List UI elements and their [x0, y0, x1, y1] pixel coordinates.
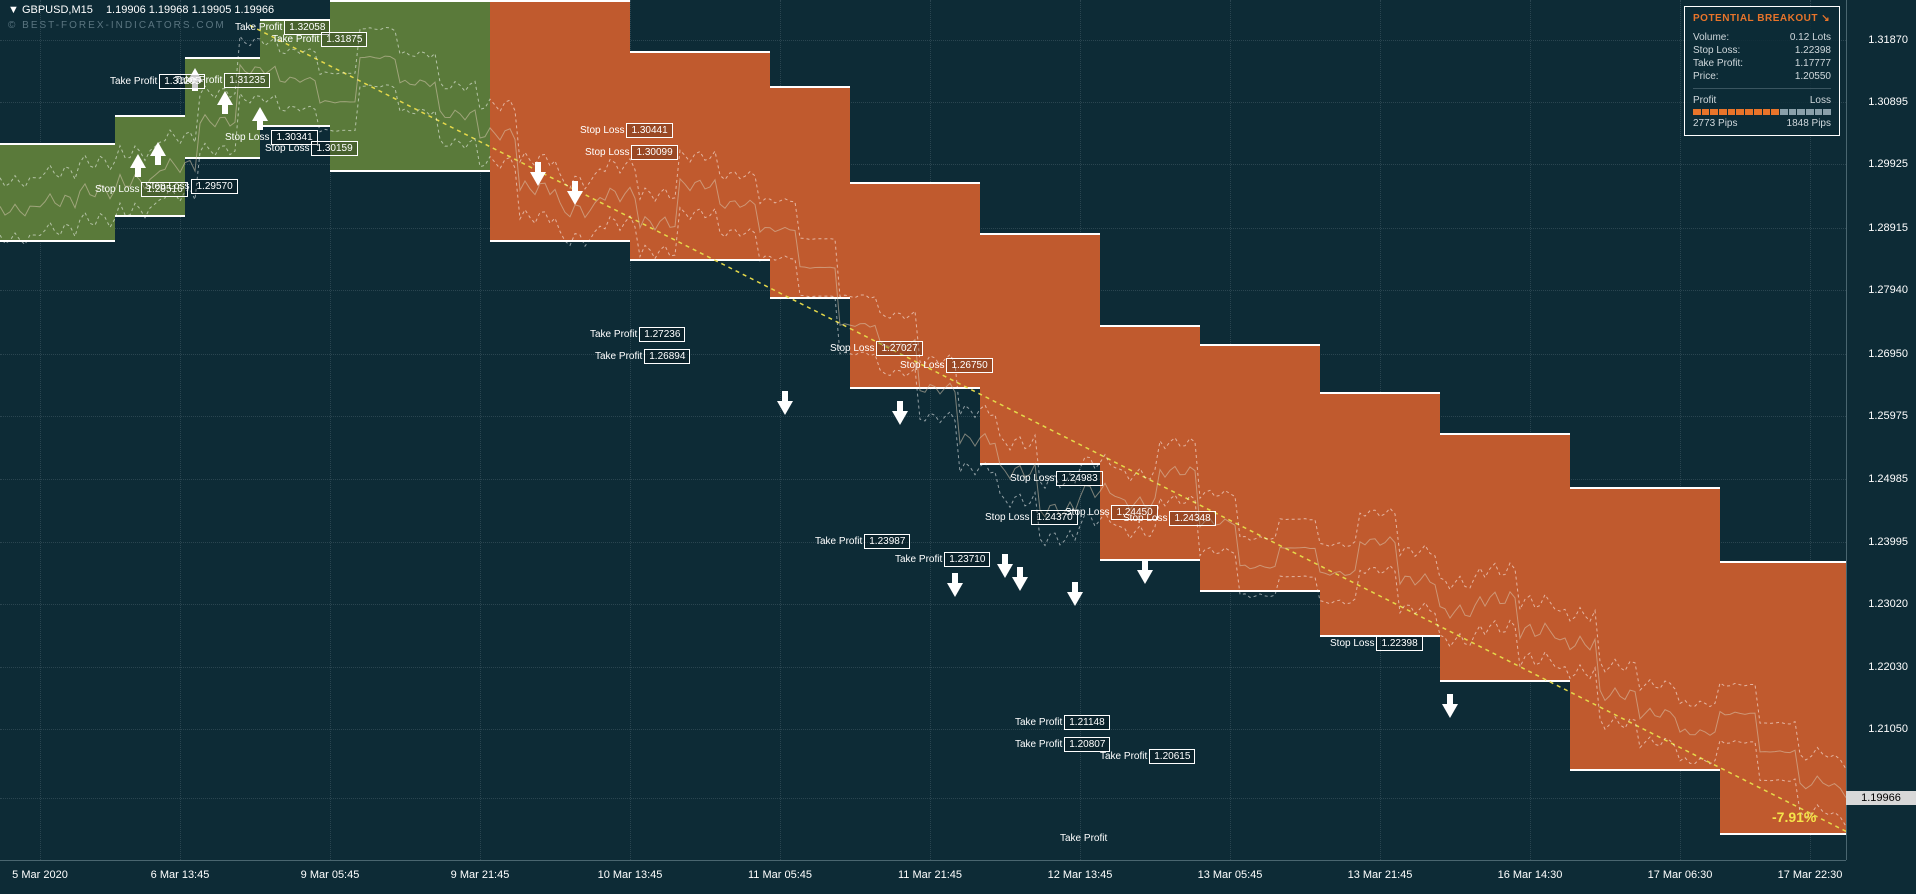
x-tick: 16 Mar 14:30 [1498, 869, 1563, 881]
pl-bar [1693, 109, 1831, 115]
y-tick: 1.23020 [1868, 598, 1908, 610]
x-tick: 5 Mar 2020 [12, 869, 68, 881]
price-label: Take Profit [1060, 833, 1109, 844]
plot-area[interactable]: Stop Loss1.29516Stop Loss1.29570Take Pro… [0, 0, 1846, 860]
price-label: Take Profit1.21148 [1015, 715, 1110, 730]
y-tick: 1.27940 [1868, 284, 1908, 296]
arrow-up-icon [150, 142, 166, 156]
chart-header: ▼ GBPUSD,M15 1.19906 1.19968 1.19905 1.1… [8, 4, 274, 16]
profit-pips: 2773 Pips [1693, 118, 1737, 129]
loss-pips: 1848 Pips [1787, 118, 1831, 129]
arrow-down-icon [1067, 592, 1083, 606]
arrow-up-icon [252, 107, 268, 121]
x-tick: 13 Mar 21:45 [1348, 869, 1413, 881]
price-label: Take Profit1.31235 [175, 73, 270, 88]
y-tick: 1.25975 [1868, 410, 1908, 422]
x-tick: 9 Mar 05:45 [301, 869, 360, 881]
price-label: Stop Loss1.29570 [145, 179, 238, 194]
x-tick: 10 Mar 13:45 [598, 869, 663, 881]
price-label: Stop Loss1.24348 [1123, 511, 1216, 526]
y-tick: 1.22030 [1868, 661, 1908, 673]
arrow-down-icon [997, 564, 1013, 578]
arrow-down-icon [947, 583, 963, 597]
panel-row: Price:1.20550 [1693, 71, 1831, 82]
x-tick: 9 Mar 21:45 [451, 869, 510, 881]
price-label: Stop Loss1.22398 [1330, 636, 1423, 651]
y-tick: 1.29925 [1868, 158, 1908, 170]
y-tick: 1.21050 [1868, 723, 1908, 735]
arrow-down-icon [777, 401, 793, 415]
price-label: Stop Loss1.30099 [585, 145, 678, 160]
loss-head: Loss [1810, 95, 1831, 106]
y-tick: 1.26950 [1868, 348, 1908, 360]
pct-change-label: -7.91% [1772, 809, 1816, 825]
price-label: Take Profit1.20615 [1100, 749, 1195, 764]
y-tick: 1.30895 [1868, 96, 1908, 108]
price-label: Stop Loss1.24370 [985, 510, 1078, 525]
current-price-marker: 1.19966 [1846, 791, 1916, 805]
price-label: Stop Loss1.27027 [830, 341, 923, 356]
x-tick: 17 Mar 06:30 [1648, 869, 1713, 881]
arrow-down-icon [1137, 570, 1153, 584]
arrow-up-icon [130, 154, 146, 168]
panel-row: Stop Loss:1.22398 [1693, 45, 1831, 56]
y-axis: 1.31870 1.30895 1.29925 1.28915 1.27940 1.269… [1846, 0, 1916, 860]
arrow-up-icon [217, 91, 233, 105]
x-tick: 11 Mar 21:45 [898, 869, 962, 881]
arrow-down-icon [530, 172, 546, 186]
price-label: Stop Loss1.24983 [1010, 471, 1103, 486]
x-tick: 17 Mar 22:30 [1778, 869, 1843, 881]
panel-row: Take Profit:1.17777 [1693, 58, 1831, 69]
ohlc-label: 1.19906 1.19968 1.19905 1.19966 [106, 4, 274, 16]
profit-head: Profit [1693, 95, 1716, 106]
price-label: Stop Loss1.26750 [900, 358, 993, 373]
panel-title: POTENTIAL BREAKOUT ↘ [1693, 13, 1831, 24]
watermark: © BEST-FOREX-INDICATORS.COM [8, 20, 226, 31]
x-axis: 5 Mar 2020 6 Mar 13:45 9 Mar 05:45 9 Mar 21… [0, 860, 1846, 894]
arrow-down-icon [892, 411, 908, 425]
price-label: Take Profit1.23987 [815, 534, 910, 549]
x-tick: 6 Mar 13:45 [151, 869, 210, 881]
x-tick: 13 Mar 05:45 [1198, 869, 1263, 881]
y-tick: 1.23995 [1868, 536, 1908, 548]
signal-panel: POTENTIAL BREAKOUT ↘ Volume:0.12 Lots Sto… [1684, 6, 1840, 136]
symbol-label: GBPUSD,M15 [22, 4, 93, 16]
x-tick: 11 Mar 05:45 [748, 869, 812, 881]
price-label: Take Profit1.31875 [272, 32, 367, 47]
y-tick: 1.24985 [1868, 473, 1908, 485]
panel-row: Volume:0.12 Lots [1693, 32, 1831, 43]
arrow-down-icon [1442, 704, 1458, 718]
arrow-down-icon [567, 191, 583, 205]
price-label: Take Profit1.20807 [1015, 737, 1110, 752]
price-label: Take Profit1.23710 [895, 552, 990, 567]
y-tick: 1.31870 [1868, 34, 1908, 46]
panel-rows: Volume:0.12 Lots Stop Loss:1.22398 Take Pr… [1693, 32, 1831, 82]
x-tick: 12 Mar 13:45 [1048, 869, 1113, 881]
price-label: Take Profit1.26894 [595, 349, 690, 364]
price-label: Stop Loss1.30159 [265, 141, 358, 156]
forex-chart[interactable]: Stop Loss1.29516Stop Loss1.29570Take Pro… [0, 0, 1916, 894]
y-tick: 1.28915 [1868, 222, 1908, 234]
price-label: Stop Loss1.30441 [580, 123, 673, 138]
arrow-down-icon [1012, 577, 1028, 591]
price-label: Take Profit1.27236 [590, 327, 685, 342]
